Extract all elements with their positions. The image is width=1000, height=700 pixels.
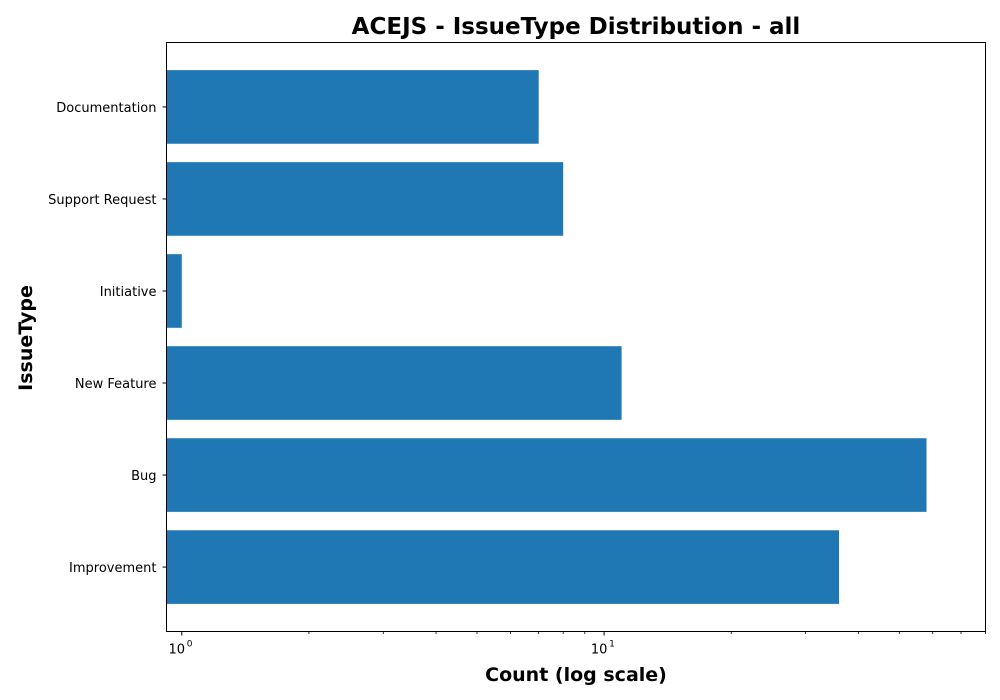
- bars-group: [166, 70, 927, 604]
- y-tick-label-bug: Bug: [131, 469, 156, 484]
- bar-documentation: [166, 70, 539, 144]
- y-tick-label-documentation: Documentation: [56, 101, 156, 116]
- x-tick-exponent: 1: [609, 640, 615, 650]
- chart-title: ACEJS - IssueType Distribution - all: [352, 14, 801, 40]
- bar-support-request: [166, 162, 564, 236]
- x-ticks-group: 10 0 10 1: [169, 631, 986, 658]
- y-ticks-group: Improvement Bug New Feature Initiative Suppo…: [48, 101, 167, 576]
- y-tick-label-new-feature: New Feature: [75, 377, 157, 392]
- bar-improvement: [166, 530, 840, 604]
- y-tick-label-support-request: Support Request: [48, 193, 156, 208]
- bar-initiative: [166, 254, 182, 328]
- y-tick-label-initiative: Initiative: [100, 285, 157, 300]
- y-tick-label-improvement: Improvement: [69, 561, 156, 576]
- x-axis-label: Count (log scale): [485, 664, 667, 686]
- plot-frame: [166, 42, 986, 632]
- x-tick-exponent: 0: [187, 640, 193, 650]
- x-tick-label: 10: [591, 643, 608, 658]
- x-tick-label: 10: [169, 643, 186, 658]
- bar-bug: [166, 438, 927, 512]
- bar-new-feature: [166, 346, 622, 420]
- y-axis-label: IssueType: [15, 285, 37, 391]
